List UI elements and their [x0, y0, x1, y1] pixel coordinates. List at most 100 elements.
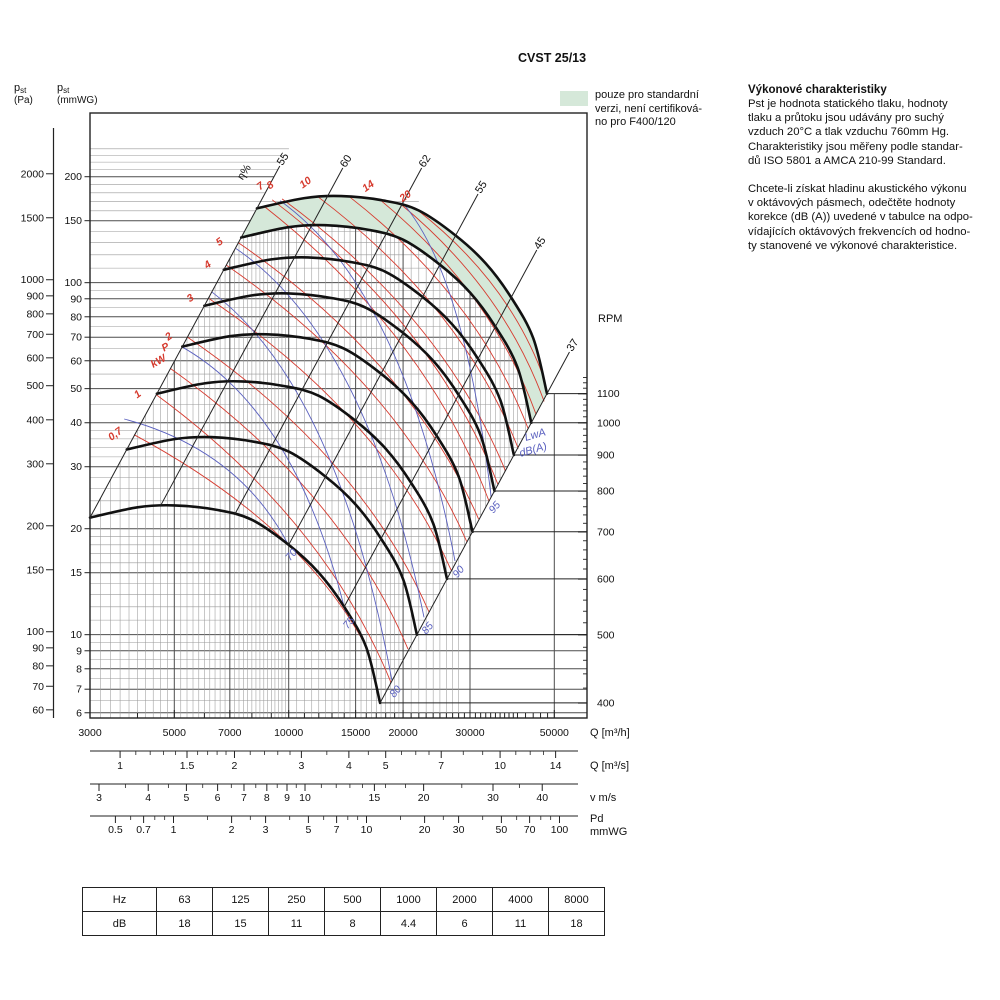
info-panel: Výkonové charakteristiky Pst je hodnota …: [748, 84, 1000, 267]
power-line: [170, 368, 409, 650]
pa-tick-label: 60: [32, 704, 44, 716]
noise-line-label: 90: [450, 564, 467, 581]
power-axis-label: kW: [149, 352, 170, 371]
power-line: [399, 203, 545, 402]
power-line: [187, 336, 430, 613]
rpm-tick-label: 600: [597, 574, 615, 586]
table-cell: 4.4: [380, 911, 437, 936]
table-cell: 500: [324, 887, 381, 912]
v-axis-name: v m/s: [590, 792, 617, 804]
rpm-curve: [88, 503, 382, 705]
qmh-tick-label: 30000: [455, 727, 484, 739]
power-line-label: 14: [360, 178, 377, 195]
table-cell: 8: [324, 911, 381, 936]
efficiency-line: [343, 249, 538, 608]
pd-tick-label: 50: [496, 824, 508, 836]
rpm-tick-label: 800: [597, 486, 615, 498]
table-cell: 4000: [492, 887, 549, 912]
pa-tick-label: 100: [26, 626, 44, 638]
pd-tick-label: 10: [361, 824, 373, 836]
mmwg-tick-label: 9: [76, 645, 82, 657]
power-line: [156, 394, 392, 683]
pa-tick-label: 90: [32, 642, 44, 654]
rpm-curve: [181, 332, 474, 534]
table-cell: 8000: [548, 887, 605, 912]
table-cell: 18: [548, 911, 605, 936]
pa-tick-label: 200: [26, 520, 44, 532]
rpm-curve: [239, 223, 533, 424]
pd-tick-label: 1: [171, 824, 177, 836]
page-title: CVST 25/13: [518, 51, 587, 65]
efficiency-line: [234, 167, 423, 516]
info-paragraph-2: Chcete-li získat hladinu akustického výk…: [748, 183, 973, 252]
pa-tick-label: 1500: [21, 212, 45, 224]
table-row-label: Hz: [82, 887, 157, 912]
rpm-curve: [255, 194, 549, 395]
rpm-tick-label: 1100: [597, 388, 620, 400]
pa-tick-label: 700: [26, 329, 44, 341]
pa-tick-label: 150: [26, 564, 44, 576]
power-line: [226, 264, 468, 542]
rpm-curve: [203, 291, 496, 493]
v-tick-label: 4: [145, 792, 151, 804]
noise-lines: [124, 200, 492, 681]
table-cell: 2000: [436, 887, 493, 912]
mmwg-tick-label: 80: [70, 311, 82, 323]
correction-table: Hz 63 125 250 500 1000 2000 4000 8000 dB 18 15 11 8 4.…: [82, 887, 605, 936]
power-line-label: 8: [264, 179, 276, 192]
qms-tick-label: 10: [494, 760, 506, 772]
rpm-tick-label: 900: [597, 450, 615, 462]
mmwg-tick-label: 30: [70, 461, 82, 473]
power-line-label: 1: [132, 388, 144, 401]
rpm-curve: [222, 255, 516, 457]
rpm-curves: [88, 194, 587, 705]
pa-tick-label: 800: [26, 308, 44, 320]
v-tick-label: 15: [369, 792, 381, 804]
v-tick-label: 7: [241, 792, 247, 804]
power-line: [271, 199, 499, 486]
v-tick-label: 30: [487, 792, 499, 804]
info-heading: Výkonové charakteristiky: [748, 84, 887, 96]
mmwg-tick-label: 8: [76, 663, 82, 675]
qmh-tick-label: 3000: [78, 727, 102, 739]
v-tick-label: 3: [96, 792, 102, 804]
efficiency-label: 60: [338, 153, 355, 170]
efficiency-label: 55: [275, 151, 292, 168]
pa-tick-label: 1000: [21, 274, 45, 286]
efficiency-lines: [89, 165, 570, 704]
mmwg-tick-label: 6: [76, 707, 82, 719]
pd-tick-label: 20: [419, 824, 431, 836]
qms-tick-label: 2: [232, 760, 238, 772]
axis-title-unit: (mmWG): [57, 95, 98, 106]
axis-title: pst: [57, 82, 70, 95]
qms-tick-label: 3: [298, 760, 304, 772]
v-tick-label: 10: [299, 792, 311, 804]
noise-line: [235, 248, 425, 618]
qmh-tick-label: 20000: [388, 727, 417, 739]
power-line-label: 5: [214, 235, 226, 248]
highlight-region-fill: [241, 195, 547, 423]
v-tick-label: 9: [284, 792, 290, 804]
efficiency-line: [160, 167, 344, 506]
table-cell: 18: [156, 911, 213, 936]
pd-tick-label: 100: [551, 824, 569, 836]
noise-line-label: 75: [341, 615, 358, 632]
efficiency-line: [89, 165, 281, 518]
axis-title-unit: (Pa): [14, 95, 33, 106]
pa-tick-label: 400: [26, 414, 44, 426]
efficiency-line: [288, 193, 479, 546]
table-row: Hz 63 125 250 500 1000 2000 4000 8000: [82, 887, 605, 912]
mmwg-tick-label: 10: [70, 629, 82, 641]
pd-tick-label: 3: [263, 824, 269, 836]
mmwg-tick-label: 100: [64, 277, 82, 289]
qmh-axis-name: Q [m³/h]: [590, 727, 630, 739]
power-line: [264, 206, 490, 502]
v-tick-label: 20: [418, 792, 430, 804]
rpm-tick-label: 500: [597, 629, 615, 641]
qms-tick-label: 7: [438, 760, 444, 772]
pa-tick-label: 2000: [21, 168, 45, 180]
v-tick-label: 5: [183, 792, 189, 804]
mmwg-tick-label: 50: [70, 383, 82, 395]
legend-swatch: [560, 91, 588, 106]
